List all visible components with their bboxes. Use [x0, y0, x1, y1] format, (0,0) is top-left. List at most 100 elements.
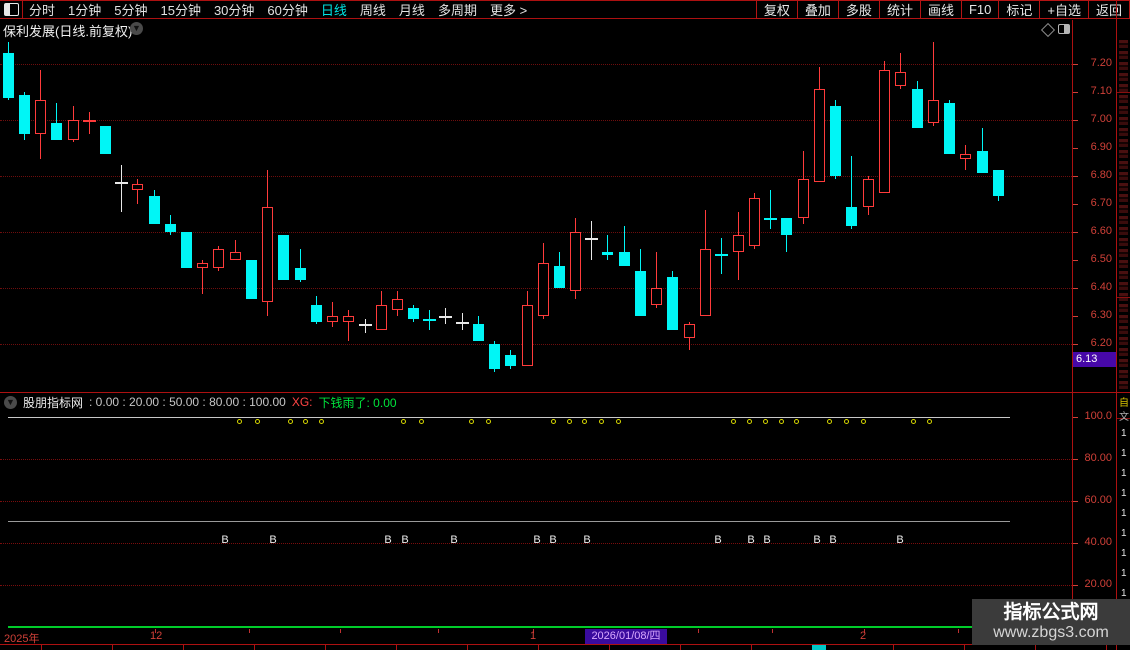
candle-wick — [982, 128, 983, 173]
signal-circle — [401, 419, 406, 424]
signal-circle — [927, 419, 932, 424]
period-tab[interactable]: 30分钟 — [213, 3, 255, 18]
panel-toggle-icon[interactable] — [1058, 24, 1070, 34]
action-button[interactable]: 标记 — [998, 0, 1041, 19]
candle — [456, 322, 469, 324]
panel-divider — [0, 392, 1130, 393]
price-axis-tick — [1073, 148, 1078, 149]
indicator-axis-label: 60.00 — [1084, 494, 1112, 506]
indicator-line-50 — [8, 521, 1010, 522]
strip-left-border — [1116, 0, 1117, 650]
price-axis-tick — [1073, 176, 1078, 177]
price-axis-label: 6.90 — [1090, 141, 1112, 153]
period-tab[interactable]: 1分钟 — [68, 3, 102, 18]
signal-circle — [779, 419, 784, 424]
candle — [343, 316, 354, 322]
price-axis-tick — [1073, 120, 1078, 121]
candle — [554, 266, 565, 288]
strip-digit: 1 — [1121, 548, 1127, 559]
period-tab[interactable]: 多周期 — [437, 3, 477, 18]
strip-digit: 1 — [1121, 428, 1127, 439]
chart-title-row: 保利发展(日线.前复权) ▼ — [0, 20, 1072, 39]
candle — [213, 249, 224, 268]
b-marker: B — [747, 534, 755, 546]
indicator-axis-label: 20.00 — [1084, 578, 1112, 590]
top-toolbar: 分时 1分钟 5分钟 15分钟 30分钟 60分钟 日线 周线 月线 多周期 更多 > 复权 叠加 多股… — [0, 0, 1130, 19]
date-tick — [340, 629, 341, 633]
date-label: 2025年 — [4, 633, 40, 645]
candle-wick — [591, 221, 592, 260]
bottom-cell-border — [1106, 645, 1107, 650]
candle — [68, 120, 79, 140]
grid-line — [0, 176, 1072, 177]
watermark-title: 指标公式网 — [1003, 602, 1099, 623]
candle — [246, 260, 257, 299]
action-button[interactable]: F10 — [960, 0, 1000, 19]
period-tab[interactable]: 周线 — [359, 3, 386, 18]
strip-digit: 1 — [1121, 448, 1127, 459]
candle-wick — [300, 249, 301, 282]
candle — [602, 252, 613, 255]
period-tab[interactable]: 分时 — [29, 3, 56, 18]
action-button[interactable]: 叠加 — [796, 0, 839, 19]
candle — [149, 196, 160, 224]
b-marker: B — [384, 534, 392, 546]
action-button[interactable]: 复权 — [755, 0, 798, 19]
indicator-gridline — [0, 459, 1072, 460]
strip-digit: 1 — [1121, 468, 1127, 479]
action-button[interactable]: 多股 — [837, 0, 880, 19]
signal-circle — [419, 419, 424, 424]
signal-circle — [827, 419, 832, 424]
signal-circle — [747, 419, 752, 424]
period-tab[interactable]: 月线 — [398, 3, 425, 18]
b-marker: B — [714, 534, 722, 546]
action-button[interactable]: 统计 — [878, 0, 921, 19]
candle-wick — [365, 319, 366, 333]
action-button[interactable]: +自选 — [1039, 0, 1089, 19]
candle — [538, 263, 549, 316]
b-marker: B — [221, 534, 229, 546]
strip-label-second: 文 — [1119, 412, 1129, 423]
strip-digit: 1 — [1121, 488, 1127, 499]
candle-wick — [900, 53, 901, 89]
date-tick — [772, 629, 773, 633]
period-tab[interactable]: 60分钟 — [267, 3, 308, 18]
candle-wick — [721, 238, 722, 274]
candle — [993, 170, 1004, 196]
strip-separator — [1117, 92, 1130, 93]
candle — [311, 305, 322, 322]
b-marker: B — [583, 534, 591, 546]
price-axis-tick — [1073, 232, 1078, 233]
period-tab[interactable]: 日线 — [320, 3, 347, 18]
signal-circle — [319, 419, 324, 424]
signal-circle — [844, 419, 849, 424]
period-tab[interactable]: 更多 > — [489, 3, 528, 18]
period-tab[interactable]: 5分钟 — [114, 3, 148, 18]
candle — [295, 268, 306, 280]
bottom-cell-border — [183, 645, 184, 650]
indicator-dropdown-button[interactable]: ▼ — [4, 395, 17, 409]
window-split-icon — [3, 3, 19, 16]
b-marker: B — [813, 534, 821, 546]
b-marker: B — [829, 534, 837, 546]
candle — [585, 238, 598, 240]
signal-circle — [731, 419, 736, 424]
signal-circle — [599, 419, 604, 424]
grid-line — [0, 232, 1072, 233]
candle-wick — [137, 179, 138, 204]
date-tick — [864, 629, 865, 633]
window-split-button[interactable] — [0, 1, 23, 18]
candle-wick — [933, 42, 934, 126]
candle — [749, 198, 760, 246]
action-button[interactable]: 画线 — [919, 0, 962, 19]
candle — [830, 106, 841, 176]
indicator-line-100 — [8, 417, 1010, 418]
date-tick — [249, 629, 250, 633]
candle — [83, 120, 96, 122]
indicator-signal-value: 下钱雨了: 0.00 — [318, 395, 397, 410]
price-axis-label: 7.20 — [1090, 57, 1112, 69]
title-dropdown-button[interactable]: ▼ — [130, 22, 143, 35]
action-button[interactable]: 返回 — [1087, 0, 1130, 19]
period-tab[interactable]: 15分钟 — [160, 3, 201, 18]
